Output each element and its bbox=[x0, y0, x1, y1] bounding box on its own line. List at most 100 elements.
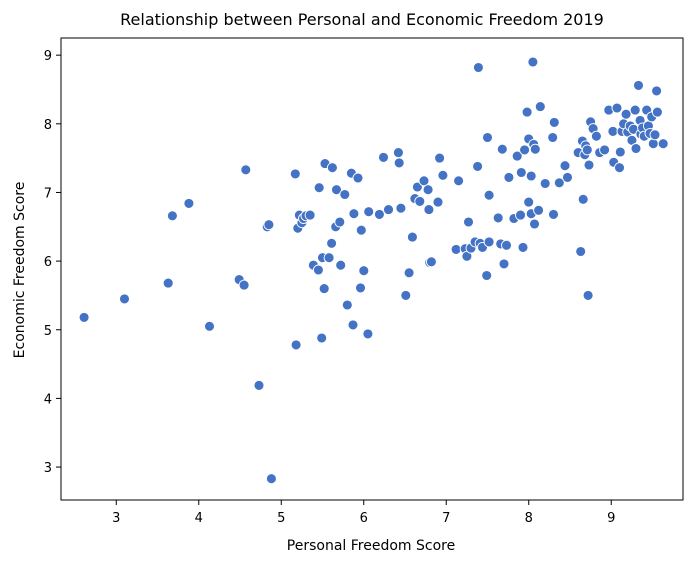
data-point bbox=[326, 237, 338, 249]
data-point bbox=[515, 167, 527, 178]
data-point bbox=[204, 320, 215, 332]
data-point bbox=[418, 175, 430, 187]
data-point bbox=[453, 175, 465, 187]
data-point bbox=[548, 116, 560, 128]
data-point bbox=[395, 202, 407, 214]
y-tick-label: 6 bbox=[44, 255, 52, 270]
data-point bbox=[363, 206, 375, 218]
data-point bbox=[434, 152, 446, 164]
data-point bbox=[323, 252, 335, 264]
data-point bbox=[481, 270, 493, 281]
y-tick-label: 8 bbox=[44, 118, 52, 133]
data-point bbox=[501, 239, 512, 251]
data-point bbox=[331, 184, 342, 196]
data-point bbox=[503, 171, 515, 183]
data-point bbox=[590, 130, 602, 142]
data-point bbox=[335, 259, 347, 271]
data-point bbox=[472, 160, 484, 172]
data-point bbox=[533, 204, 545, 216]
data-point bbox=[334, 216, 346, 228]
data-point bbox=[304, 209, 316, 221]
data-point bbox=[400, 289, 412, 301]
x-axis-label: Personal Freedom Score bbox=[287, 538, 455, 554]
data-point bbox=[183, 197, 195, 209]
data-point bbox=[527, 56, 539, 68]
data-point bbox=[599, 144, 611, 156]
data-point bbox=[392, 147, 404, 159]
x-tick-label: 5 bbox=[277, 511, 285, 526]
data-point bbox=[657, 138, 669, 150]
data-point bbox=[341, 299, 353, 311]
x-axis: 3 4 5 6 7 8 9 bbox=[112, 500, 615, 526]
data-point bbox=[581, 144, 593, 156]
data-point bbox=[406, 231, 418, 243]
y-tick-label: 5 bbox=[44, 324, 52, 339]
data-point bbox=[290, 339, 302, 351]
data-point bbox=[496, 143, 508, 155]
y-axis-label: Economic Freedom Score bbox=[12, 182, 28, 359]
data-point bbox=[482, 132, 493, 143]
y-tick-label: 3 bbox=[44, 461, 52, 476]
points-layer bbox=[78, 56, 669, 485]
y-tick-label: 4 bbox=[44, 392, 52, 407]
data-point bbox=[403, 267, 415, 279]
data-point bbox=[355, 282, 366, 294]
data-point bbox=[629, 104, 641, 116]
data-point bbox=[253, 379, 265, 391]
data-point bbox=[521, 106, 533, 118]
data-point bbox=[318, 283, 330, 295]
data-point bbox=[378, 151, 389, 163]
data-point bbox=[352, 172, 364, 184]
data-point bbox=[529, 218, 540, 230]
data-point bbox=[611, 102, 623, 114]
data-point bbox=[348, 208, 360, 220]
data-point bbox=[289, 168, 301, 180]
data-point bbox=[614, 162, 625, 174]
data-point bbox=[423, 204, 435, 216]
data-point bbox=[523, 196, 535, 208]
data-point bbox=[547, 132, 559, 143]
data-point bbox=[511, 150, 523, 162]
data-point bbox=[614, 146, 626, 158]
data-point bbox=[238, 279, 250, 291]
data-point bbox=[166, 210, 178, 222]
data-point bbox=[519, 144, 531, 156]
data-point bbox=[651, 106, 663, 118]
data-point bbox=[339, 189, 351, 200]
data-point bbox=[119, 293, 130, 305]
data-point bbox=[647, 138, 659, 150]
data-point bbox=[432, 196, 444, 208]
data-point bbox=[450, 243, 462, 255]
data-point bbox=[347, 319, 359, 331]
data-point bbox=[414, 195, 426, 207]
data-point bbox=[78, 311, 90, 323]
data-point bbox=[483, 236, 495, 248]
data-point bbox=[607, 125, 619, 137]
data-point bbox=[517, 241, 529, 253]
data-point bbox=[312, 264, 324, 276]
x-tick-label: 6 bbox=[360, 511, 368, 526]
data-point bbox=[383, 204, 394, 216]
data-point bbox=[326, 162, 338, 174]
data-point bbox=[553, 177, 565, 189]
data-point bbox=[411, 181, 423, 193]
y-tick-label: 7 bbox=[44, 186, 52, 201]
data-point bbox=[559, 160, 571, 172]
data-point bbox=[437, 169, 449, 181]
data-point bbox=[265, 473, 277, 485]
data-point bbox=[492, 212, 504, 224]
data-point bbox=[582, 289, 594, 301]
data-point bbox=[498, 258, 510, 270]
y-axis: 3 4 5 6 7 8 9 bbox=[44, 49, 61, 476]
chart-title: Relationship between Personal and Econom… bbox=[120, 10, 604, 29]
x-tick-label: 7 bbox=[442, 511, 450, 526]
data-point bbox=[162, 277, 174, 289]
data-point bbox=[515, 209, 526, 221]
data-point bbox=[539, 178, 551, 189]
data-point bbox=[393, 157, 405, 169]
data-point bbox=[240, 164, 252, 176]
data-point bbox=[463, 216, 474, 228]
data-point bbox=[472, 62, 484, 73]
data-point bbox=[263, 219, 275, 231]
